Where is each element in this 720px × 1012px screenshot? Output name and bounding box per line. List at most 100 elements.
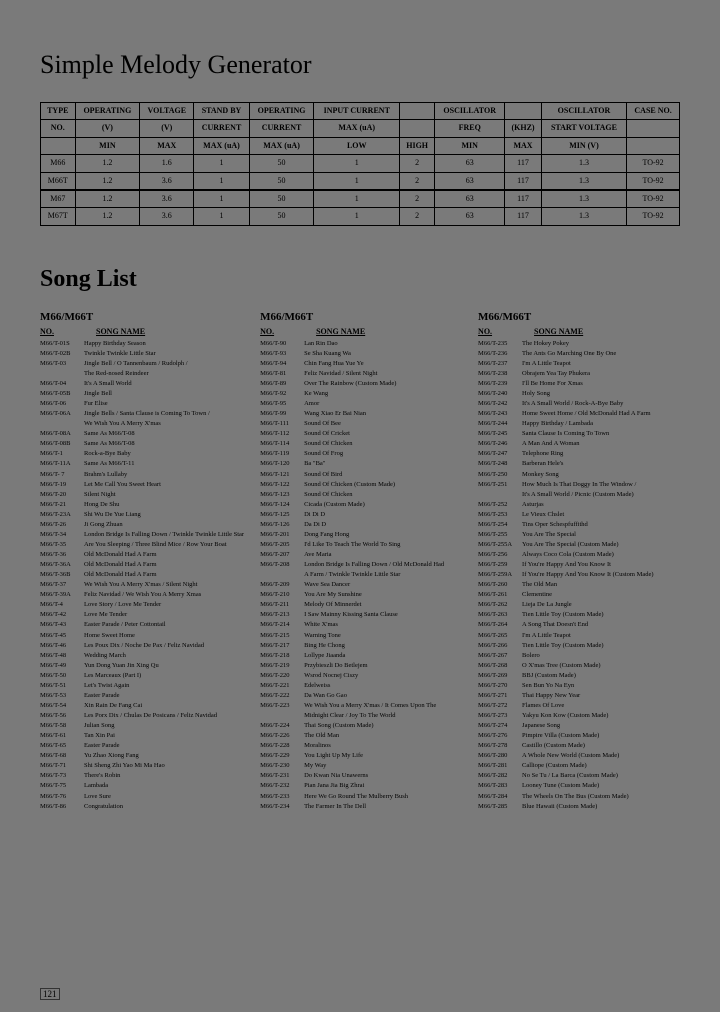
song-row: M66/T-207Ave Maria <box>260 550 462 560</box>
song-name: Bing He Chong <box>304 641 462 651</box>
spec-header-cell: MIN <box>435 137 505 154</box>
song-no: M66/T-42 <box>40 610 80 620</box>
song-no: M66/T-282 <box>478 771 518 781</box>
song-row: M66/T-53Easter Parade <box>40 691 244 701</box>
song-row: M66/T-04It's A Small World <box>40 379 244 389</box>
song-row: M66/T-256Always Coco Cola (Custom Made) <box>478 550 680 560</box>
song-no: M66/T-112 <box>260 429 300 439</box>
song-row: M66/T-73There's Robin <box>40 771 244 781</box>
song-no: M66/T-240 <box>478 389 518 399</box>
song-name: It's A Small World / Rock-A-Bye Baby <box>522 399 680 409</box>
song-no: M66/T-35 <box>40 540 80 550</box>
song-name: Tins Oper Schespfuffithd <box>522 520 680 530</box>
spec-cell: 1.2 <box>75 190 140 208</box>
spec-header-cell: MAX <box>140 137 194 154</box>
song-row: M66/T-23AShi Wu De Yue Liang <box>40 510 244 520</box>
song-row: M66/T-278Castillo (Custom Made) <box>478 741 680 751</box>
song-name: Wang Xiao Er Bai Nian <box>304 409 462 419</box>
song-no: M66/T-254 <box>478 520 518 530</box>
spec-header-cell <box>41 137 76 154</box>
song-name: London Bridge Is Falling Down / Old McDo… <box>304 560 462 570</box>
spec-cell: 2 <box>400 190 435 208</box>
song-name: Hong De Shu <box>84 500 244 510</box>
song-name: A Farm / Twinkle Twinkle Little Star <box>304 570 462 580</box>
spec-cell: 50 <box>249 155 314 172</box>
song-name: The Ants Go Marching One By One <box>522 349 680 359</box>
song-row: M66/T-264A Song That Doesn't End <box>478 620 680 630</box>
song-name: Holy Song <box>522 389 680 399</box>
song-row: M66/T-213I Saw Mainny Kissing Santa Clau… <box>260 610 462 620</box>
song-no: M66/T-235 <box>478 339 518 349</box>
song-row: M66/T-06Fur Elise <box>40 399 244 409</box>
song-row: M66/T- 7Brahm's Lullaby <box>40 470 244 480</box>
song-name: A Whole New World (Custom Made) <box>522 751 680 761</box>
song-no: M66/T-255 <box>478 530 518 540</box>
spec-cell: 1.2 <box>75 208 140 225</box>
song-no: M66/T-233 <box>260 792 300 802</box>
spec-cell: 1 <box>194 155 249 172</box>
song-no: M66/T-230 <box>260 761 300 771</box>
song-no: M66/T-242 <box>478 399 518 409</box>
song-name: Santa Clause Is Coming To Town <box>522 429 680 439</box>
song-name: Tien Little Toy (Custom Made) <box>522 641 680 651</box>
song-name: Calliope (Custom Made) <box>522 761 680 771</box>
song-name: A Song That Doesn't End <box>522 620 680 630</box>
song-row: M66/T-36Old McDonald Had A Farm <box>40 550 244 560</box>
spec-header-cell: (V) <box>140 120 194 137</box>
song-name: Jingle Bell / O Tannenbaum / Rudolph / <box>84 359 244 369</box>
spec-header-cell: MAX (uA) <box>249 137 314 154</box>
song-name: I'm A Little Teapot <box>522 359 680 369</box>
song-no: M66/T-285 <box>478 802 518 812</box>
song-row: M66/T-11ASame As M66/T-11 <box>40 459 244 469</box>
songlist-columns: M66/M66TNO.SONG NAMEM66/T-01SHappy Birth… <box>40 311 680 812</box>
song-name: Old McDonald Had A Farm <box>84 570 244 580</box>
song-name: Shi Wu De Yue Liang <box>84 510 244 520</box>
song-no: M66/T-81 <box>260 369 300 379</box>
song-row: M66/T-284The Wheels On The Bus (Custom M… <box>478 792 680 802</box>
song-row: M66/T-81Feliz Navidad / Silent Night <box>260 369 462 379</box>
song-no: M66/T-209 <box>260 580 300 590</box>
song-name: Are You Sleeping / Three Blind Mice / Ro… <box>84 540 244 550</box>
song-name: Castillo (Custom Made) <box>522 741 680 751</box>
spec-header-cell: OPERATING <box>249 103 314 120</box>
song-row: The Red-nosed Reindeer <box>40 369 244 379</box>
song-name: Les Porx Dix / Chulas De Posicans / Feli… <box>84 711 244 721</box>
song-row: M66/T-248Barberan Hele's <box>478 459 680 469</box>
song-no: M66/T-245 <box>478 429 518 439</box>
song-row: It's A Small World / Picnic (Custom Made… <box>478 490 680 500</box>
song-no: M66/T-56 <box>40 711 80 721</box>
song-row: M66/T-54Xin Rain De Fang Cai <box>40 701 244 711</box>
song-no: M66/T-274 <box>478 721 518 731</box>
song-column: M66/M66TNO.SONG NAMEM66/T-235The Hokey P… <box>478 311 680 812</box>
song-no: M66/T-49 <box>40 661 80 671</box>
spec-cell: 1 <box>194 172 249 190</box>
spec-cell: 50 <box>249 190 314 208</box>
spec-header-cell: FREQ <box>435 120 505 137</box>
song-row: M66/T-224Thai Song (Custom Made) <box>260 721 462 731</box>
song-row: M66/T-02BTwinkle Twinkle Little Star <box>40 349 244 359</box>
song-name: Di Di D <box>304 510 462 520</box>
song-column-subhead: NO.SONG NAME <box>260 327 462 336</box>
songlist-title: Song List <box>40 266 680 293</box>
song-no: M66/T-65 <box>40 741 80 751</box>
song-name: Lambada <box>84 781 244 791</box>
song-no: M66/T-221 <box>260 681 300 691</box>
song-no: M66/T-05B <box>40 389 80 399</box>
song-no: M66/T-284 <box>478 792 518 802</box>
spec-header-cell <box>627 137 680 154</box>
song-no: M66/T-266 <box>478 641 518 651</box>
song-name: Obrajem Yea Tay Phukera <box>522 369 680 379</box>
song-row: M66/T-219Przybieszli Do Betlejem <box>260 661 462 671</box>
song-name: Pimpire Villa (Custom Made) <box>522 731 680 741</box>
song-no: M66/T-281 <box>478 761 518 771</box>
song-row: M66/T-250Monkey Song <box>478 470 680 480</box>
spec-cell: TO-92 <box>627 155 680 172</box>
song-no: M66/T-89 <box>260 379 300 389</box>
song-row: M66/T-48Wedding March <box>40 651 244 661</box>
song-name: If You're Happy And You Know It <box>522 560 680 570</box>
song-name: Ji Gong Zhuan <box>84 520 244 530</box>
song-no: M66/T-08B <box>40 439 80 449</box>
song-row: M66/T-229You Light Up My Life <box>260 751 462 761</box>
song-name: Ke Wang <box>304 389 462 399</box>
song-name: Jingle Bells / Santa Clause is Coming To… <box>84 409 244 419</box>
